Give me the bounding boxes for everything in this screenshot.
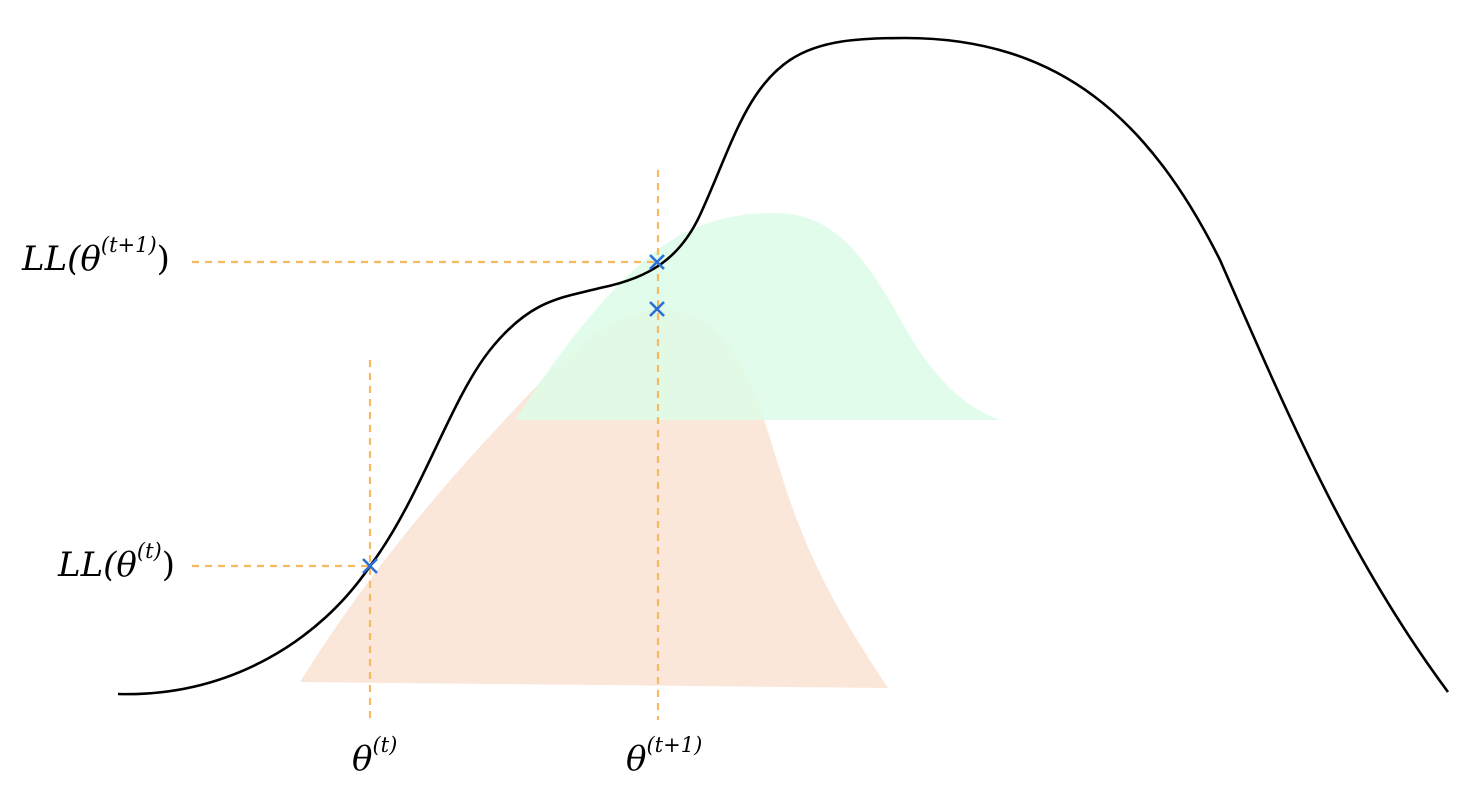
theta-next-main-text: θ <box>626 739 647 779</box>
ll-next-superscript: (t+1) <box>100 233 157 258</box>
theta-t-label: θ(t) <box>352 735 397 779</box>
theta-t-plus-1-label: θ(t+1) <box>626 735 702 779</box>
ll-next-close-paren: ) <box>156 239 170 279</box>
ll-curr-main-text: LL(θ <box>58 545 137 585</box>
ll-t-plus-1-cross-marker <box>649 254 665 270</box>
ll-curr-superscript: (t) <box>136 539 162 564</box>
theta-curr-main-text: θ <box>352 739 373 779</box>
ll-theta-t-plus-1-label: LL(θ(t+1)) <box>22 235 170 279</box>
ll-curr-close-paren: ) <box>161 545 175 585</box>
ll-t-cross-marker <box>362 558 378 574</box>
theta-next-superscript: (t+1) <box>646 733 703 758</box>
lower-bound-t-plus-1-area <box>515 213 1000 420</box>
theta-curr-superscript: (t) <box>372 733 398 758</box>
lower-bound-peak-cross-marker <box>649 301 665 317</box>
log-likelihood-curve <box>117 36 1450 696</box>
ll-next-main-text: LL(θ <box>22 239 101 279</box>
ll-theta-t-label: LL(θ(t)) <box>58 541 175 585</box>
